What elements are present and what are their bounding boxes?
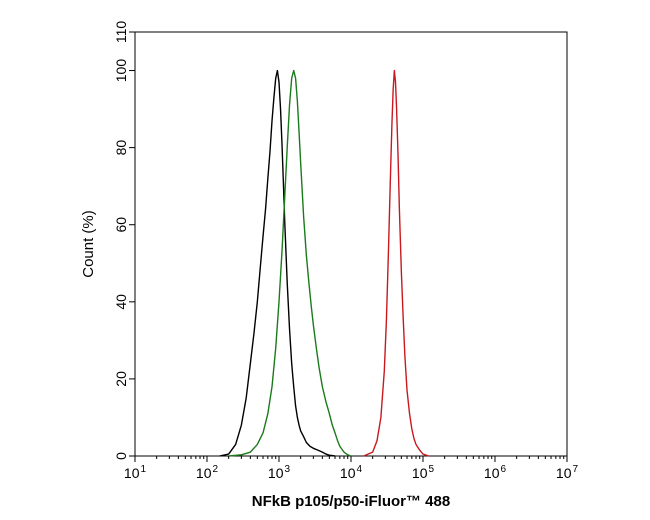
plot-area: [134, 31, 568, 457]
plot-frame: [134, 31, 568, 457]
series-layer: [219, 69, 429, 457]
series-line-1: [219, 69, 336, 457]
y-tick-label: 20: [113, 371, 129, 387]
series-line-2: [228, 69, 352, 457]
series-line-3: [363, 69, 429, 457]
x-tick-label: 101: [124, 464, 147, 481]
y-tick-label: 0: [113, 452, 129, 460]
x-tick-label: 105: [412, 464, 435, 481]
x-axis-label: NFkB p105/p50-iFluor™ 488: [252, 493, 450, 510]
y-tick-label: 40: [113, 294, 129, 310]
y-axis: 0 20 40 60 80 100 110: [113, 21, 135, 460]
x-axis: 101 102 103 104 105 106 107: [124, 456, 579, 481]
x-tick-label: 104: [340, 464, 363, 481]
x-tick-label: 107: [556, 464, 579, 481]
y-tick-label: 60: [113, 217, 129, 233]
x-tick-label: 103: [268, 464, 291, 481]
y-tick-label: 100: [113, 59, 129, 83]
y-tick-label: 80: [113, 140, 129, 156]
x-tick-label: 102: [196, 464, 219, 481]
y-axis-label: Count (%): [80, 210, 97, 278]
y-tick-label: 110: [113, 21, 129, 44]
x-tick-label: 106: [484, 464, 507, 481]
